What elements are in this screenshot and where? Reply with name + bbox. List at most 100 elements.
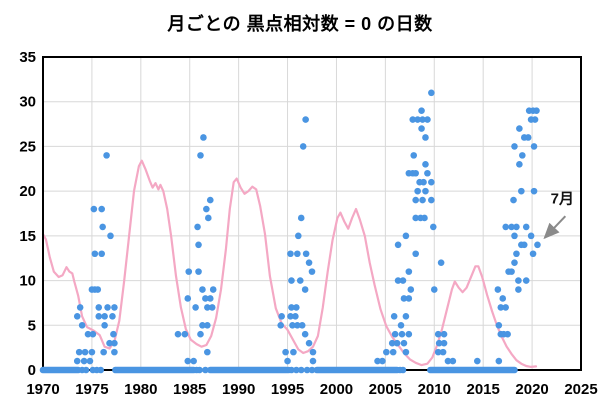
data-dot <box>410 152 418 159</box>
data-dot <box>399 366 407 374</box>
data-dot <box>185 268 193 275</box>
y-tick-label: 35 <box>19 49 36 66</box>
data-dot <box>192 304 199 311</box>
data-dot <box>402 348 410 356</box>
data-dot <box>437 259 445 266</box>
data-dot <box>393 339 401 347</box>
data-dot <box>516 161 523 168</box>
data-dot <box>397 321 405 329</box>
data-dot <box>98 250 105 258</box>
data-dot <box>282 348 289 356</box>
y-tick-label: 30 <box>19 94 36 111</box>
data-dot <box>293 304 300 311</box>
data-dot <box>97 366 105 374</box>
data-dot <box>449 357 457 365</box>
data-dot <box>309 357 317 365</box>
data-dot <box>495 357 503 365</box>
data-dot <box>103 152 110 159</box>
data-dot <box>76 304 84 311</box>
data-dot <box>208 304 216 311</box>
data-dot <box>424 169 431 177</box>
data-dot <box>405 330 413 338</box>
data-dot <box>290 348 297 356</box>
data-dot <box>520 241 528 249</box>
data-dot <box>288 277 295 284</box>
data-dot <box>444 357 452 365</box>
data-dot <box>99 223 106 231</box>
data-dot <box>515 286 522 293</box>
data-dot <box>195 241 202 249</box>
data-dot <box>394 277 402 284</box>
data-dot <box>402 232 410 240</box>
data-dot <box>109 313 116 320</box>
data-dot <box>530 187 538 195</box>
data-dot <box>518 187 525 195</box>
data-dot <box>533 107 540 114</box>
y-tick-label: 5 <box>28 317 36 334</box>
data-dot <box>412 214 419 222</box>
data-dot <box>499 295 507 302</box>
data-dot <box>78 321 86 329</box>
data-dot <box>305 259 313 266</box>
x-tick-label: 1985 <box>173 381 206 398</box>
data-dot <box>205 214 212 222</box>
data-dot <box>111 348 118 356</box>
x-tick-label: 1980 <box>124 381 157 398</box>
data-dot <box>440 330 448 338</box>
data-dot <box>530 143 538 150</box>
data-dot <box>495 321 503 329</box>
data-dot <box>200 134 207 141</box>
data-dot <box>287 313 294 320</box>
data-dot <box>412 169 419 177</box>
data-dot <box>531 116 539 123</box>
data-dot <box>302 250 310 258</box>
data-dot <box>418 107 425 114</box>
data-dot <box>412 250 419 258</box>
data-dot <box>420 178 427 186</box>
data-dot <box>297 214 305 222</box>
data-dot <box>111 304 118 311</box>
data-dot <box>293 366 300 374</box>
data-dot <box>298 321 306 329</box>
data-dot <box>80 357 88 365</box>
data-dot <box>409 116 417 123</box>
data-dot <box>400 295 408 302</box>
data-dot <box>184 295 192 302</box>
data-dot <box>389 348 397 356</box>
y-tick-label: 0 <box>28 362 36 379</box>
x-tick-label: 1995 <box>271 381 304 398</box>
data-dot <box>524 134 532 141</box>
annotation-arrow <box>543 215 567 240</box>
sunspot-cycle-curve <box>41 159 538 368</box>
data-dot <box>184 357 192 365</box>
data-dot <box>204 348 211 356</box>
data-dot <box>194 223 201 231</box>
data-dot <box>309 348 317 356</box>
y-tick-label: 15 <box>19 228 36 245</box>
data-dot <box>421 214 428 222</box>
data-dot <box>510 196 517 204</box>
data-dot <box>429 223 437 231</box>
data-dot <box>73 357 81 365</box>
data-dot <box>197 152 204 159</box>
data-dot <box>412 196 419 204</box>
data-dot <box>84 330 92 338</box>
x-tick-label: 2005 <box>369 381 402 398</box>
data-dot <box>504 330 511 338</box>
data-dot <box>308 268 316 275</box>
data-dot <box>303 366 311 374</box>
data-dot <box>419 116 426 123</box>
data-dot <box>439 348 447 356</box>
data-dot <box>400 339 408 347</box>
data-dot <box>206 295 214 302</box>
data-dot <box>513 223 520 231</box>
data-dot <box>288 304 295 311</box>
x-tick-label: 1990 <box>222 381 255 398</box>
data-dot <box>522 223 530 231</box>
data-dot <box>390 313 398 320</box>
data-dot <box>407 286 415 293</box>
data-dot <box>98 205 105 213</box>
x-tick-label: 2010 <box>418 381 451 398</box>
